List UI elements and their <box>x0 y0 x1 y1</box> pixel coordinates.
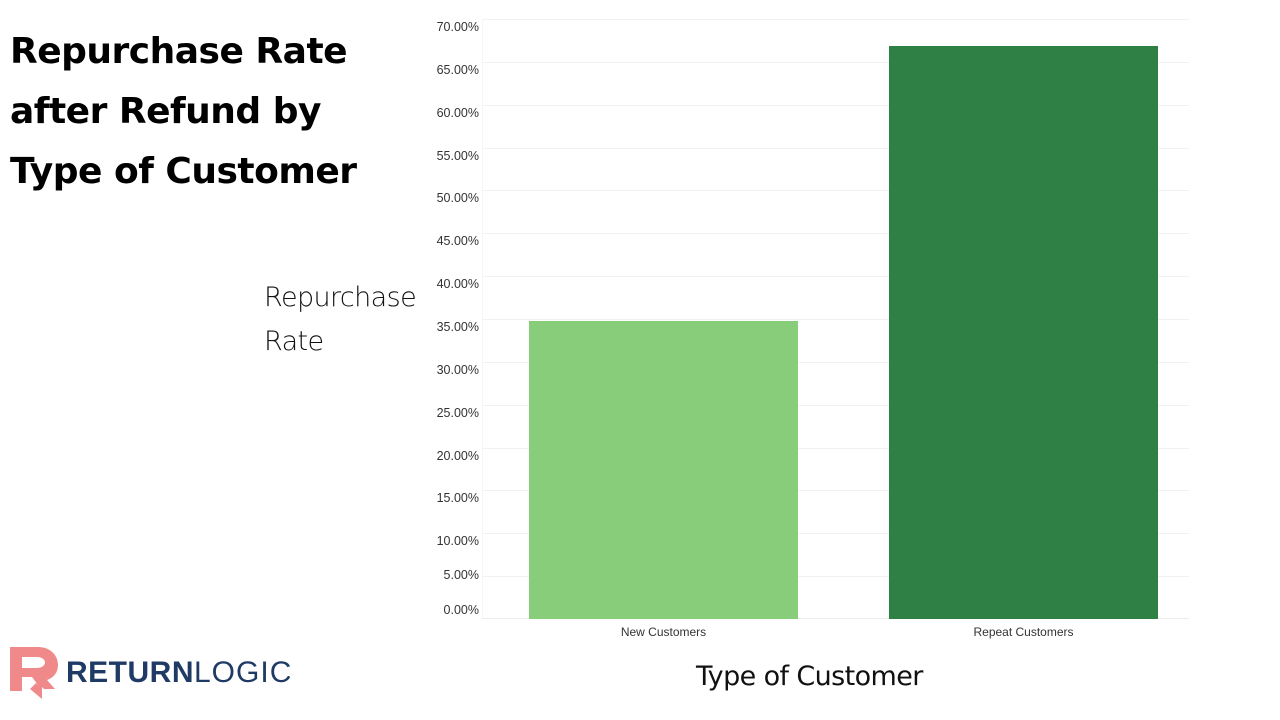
gridline <box>482 533 1189 535</box>
gridline <box>482 319 1189 320</box>
y-tick-label: 0.00% <box>443 603 479 617</box>
returnlogic-r-icon <box>10 647 58 699</box>
gridline <box>482 190 1189 192</box>
gridline <box>482 576 1189 578</box>
y-tick-label: 20.00% <box>436 448 479 463</box>
gridline <box>482 233 1189 235</box>
gridline <box>482 104 1189 106</box>
title-line-3: Type of Customer <box>10 151 357 192</box>
y-tick-label: 45.00% <box>436 234 479 249</box>
gridline <box>482 61 1189 63</box>
y-tick-label: 60.00% <box>436 105 479 120</box>
y-tick-label: 40.00% <box>436 277 479 292</box>
gridline <box>482 361 1189 363</box>
title-line-1: Repurchase Rate <box>10 31 348 72</box>
returnlogic-logo: RETURNLOGIC <box>8 645 292 701</box>
gridline <box>482 19 1189 20</box>
y-tick-label: 25.00% <box>436 405 479 420</box>
x-axis-baseline <box>482 618 1189 619</box>
y-tick-label: 50.00% <box>436 191 479 206</box>
gridline <box>482 276 1189 278</box>
bar-new-customers[interactable] <box>529 320 798 619</box>
gridline <box>482 147 1189 149</box>
x-category-label: New Customers <box>620 625 707 639</box>
y-tick-label: 65.00% <box>436 62 479 77</box>
y-axis-label: Repurchase Rate <box>264 276 417 364</box>
title-line-2: after Refund by <box>10 91 321 132</box>
x-axis-label: Type of Customer <box>696 661 923 692</box>
gridline <box>482 404 1189 406</box>
gridline <box>482 447 1189 449</box>
y-tick-label: 30.00% <box>436 362 479 377</box>
logo-wordmark: RETURNLOGIC <box>66 656 292 690</box>
y-tick-label: 15.00% <box>436 491 479 506</box>
plot-area <box>482 19 1189 619</box>
logo-text-bold: RETURN <box>66 656 194 689</box>
y-tick-label: 70.00% <box>436 20 479 34</box>
y-tick-label: 55.00% <box>436 148 479 163</box>
logo-text-light: LOGIC <box>194 656 293 689</box>
gridline <box>482 490 1189 492</box>
y-tick-label: 5.00% <box>443 568 479 583</box>
x-category-label: Repeat Customers <box>973 625 1074 639</box>
y-axis-label-line-1: Repurchase <box>264 282 417 313</box>
y-tick-label: 10.00% <box>436 534 479 549</box>
bar-repeat-customers[interactable] <box>889 45 1158 619</box>
y-axis-label-line-2: Rate <box>264 326 324 357</box>
chart-title: Repurchase Rate after Refund by Type of … <box>10 22 357 202</box>
y-tick-label: 35.00% <box>436 320 479 334</box>
